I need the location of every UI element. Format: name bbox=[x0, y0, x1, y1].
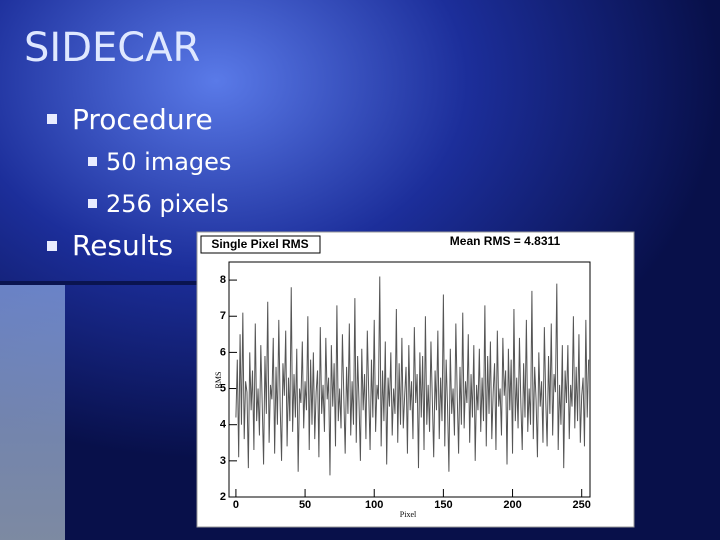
x-tick-label: 0 bbox=[233, 499, 239, 511]
data-line bbox=[235, 276, 590, 476]
x-tick-label: 50 bbox=[299, 499, 311, 511]
x-axis-label: Pixel bbox=[400, 510, 417, 519]
x-tick-label: 100 bbox=[365, 499, 383, 511]
bullet bbox=[47, 114, 57, 124]
y-tick-label: 4 bbox=[220, 419, 227, 431]
y-axis-label: RMS bbox=[214, 372, 223, 389]
title-box bbox=[200, 235, 321, 254]
annotation: Mean RMS = 4.8311 bbox=[450, 234, 561, 248]
y-tick-label: 2 bbox=[220, 491, 226, 503]
plot-frame bbox=[228, 261, 591, 498]
y-tick-label: 8 bbox=[220, 274, 226, 286]
slide-title: SIDECAR bbox=[24, 25, 200, 71]
y-tick-label: 7 bbox=[220, 310, 226, 322]
chart-title: Single Pixel RMS bbox=[211, 237, 308, 251]
x-tick-label: 200 bbox=[503, 499, 521, 511]
rule bbox=[0, 281, 197, 285]
y-tick-label: 3 bbox=[220, 455, 226, 467]
bullet bbox=[88, 157, 97, 166]
x-tick-label: 150 bbox=[434, 499, 452, 511]
bullet-text: Procedure bbox=[72, 103, 213, 136]
x-tick-label: 250 bbox=[573, 499, 591, 511]
bullet-text: 50 images bbox=[106, 148, 231, 176]
side-strip bbox=[0, 285, 65, 540]
bullet-text: Results bbox=[72, 229, 173, 262]
bullet bbox=[88, 199, 97, 208]
y-tick-label: 5 bbox=[220, 382, 226, 394]
bullet-text: 256 pixels bbox=[106, 190, 229, 218]
y-tick-label: 6 bbox=[220, 346, 226, 358]
bullet bbox=[47, 241, 57, 251]
